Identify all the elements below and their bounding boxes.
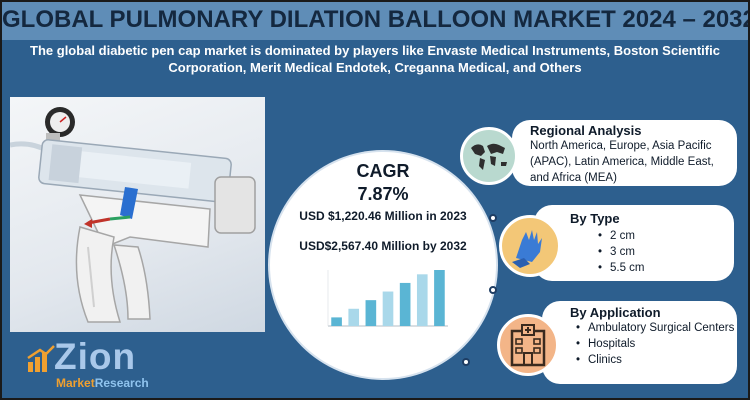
cagr-label: CAGR (356, 161, 410, 181)
medical-gloves-icon (499, 215, 561, 277)
chart-bar (416, 274, 428, 326)
world-map-icon (460, 127, 518, 185)
list-item: 2 cm (598, 228, 730, 244)
connector-dot (489, 286, 497, 294)
market-value-2023: USD $1,220.46 Million in 2023 (299, 209, 467, 223)
hospital-building-icon (497, 314, 559, 376)
chart-bar (399, 282, 411, 326)
cagr-circle: CAGR 7.87% USD $1,220.46 Million in 2023… (270, 152, 496, 378)
type-title: By Type (570, 211, 620, 226)
product-image (9, 97, 265, 332)
chart-bar (365, 300, 377, 326)
chart-bar (331, 317, 342, 326)
by-application-card: By Application Ambulatory Surgical Cente… (542, 301, 737, 384)
list-item: 3 cm (598, 244, 730, 260)
list-item: Clinics (576, 352, 736, 368)
regional-title: Regional Analysis (530, 123, 642, 138)
by-type-card: By Type 2 cm 3 cm 5.5 cm (534, 205, 734, 281)
cagr-value: 7.87% (357, 184, 409, 204)
list-item: Ambulatory Surgical Centers (576, 320, 736, 336)
market-value-2032: USD$2,567.40 Million by 2032 (299, 239, 467, 253)
list-item: Hospitals (576, 336, 736, 352)
page-subtitle: The global diabetic pen cap market is do… (30, 43, 720, 75)
list-item: 5.5 cm (598, 260, 730, 276)
growth-bar-chart (327, 270, 448, 327)
application-list: Ambulatory Surgical Centers Hospitals Cl… (576, 320, 736, 368)
regional-text: North America, Europe, Asia Pacific (APA… (530, 140, 714, 184)
connector-dot (489, 214, 497, 222)
application-title: By Application (570, 305, 661, 320)
regional-analysis-card: Regional Analysis North America, Europe,… (512, 120, 737, 186)
connector-dot (462, 358, 470, 366)
growth-arrow-icon (27, 345, 55, 372)
logo-wordmark: Zion (54, 336, 137, 377)
logo-tagline: MarketResearch (56, 376, 149, 390)
company-logo: Zion MarketResearch (26, 336, 186, 396)
chart-bar (434, 270, 445, 326)
type-list: 2 cm 3 cm 5.5 cm (598, 228, 730, 276)
chart-bar (348, 308, 360, 326)
page-title: GLOBAL PULMONARY DILATION BALLOON MARKET… (2, 2, 748, 40)
chart-bar (382, 291, 394, 326)
balloon-inflation-device-icon (9, 107, 256, 323)
